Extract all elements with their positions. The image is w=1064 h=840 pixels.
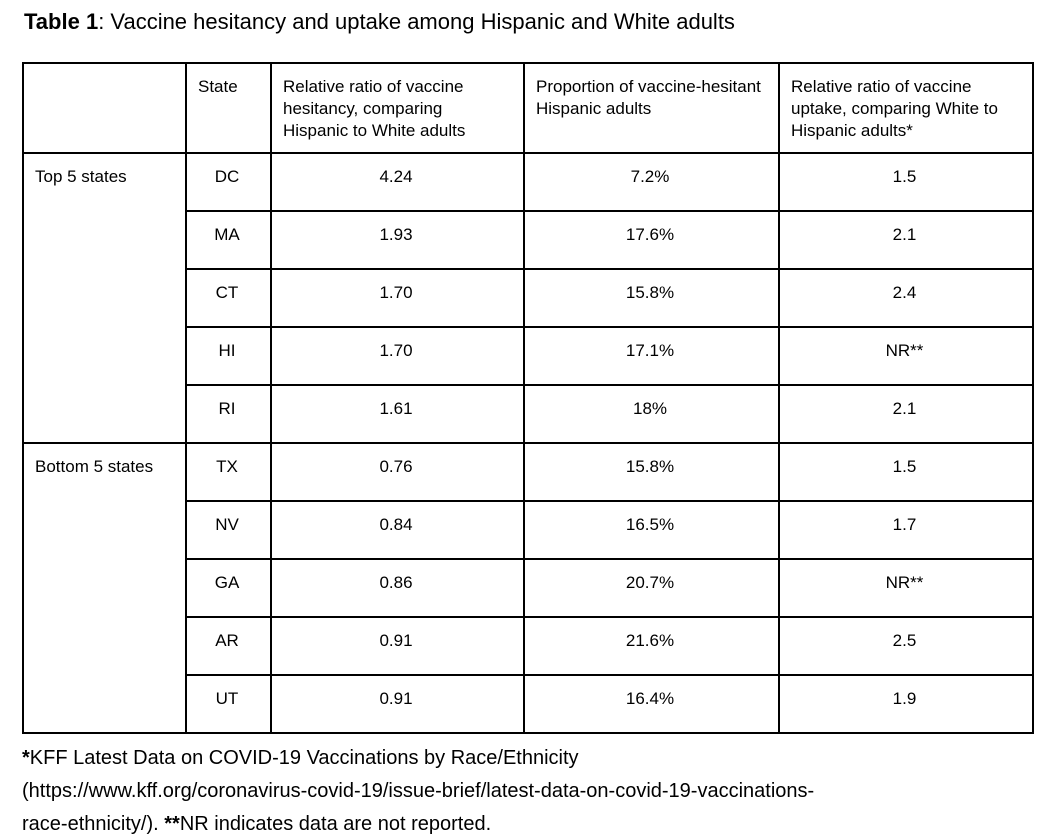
cell-state: AR: [185, 616, 272, 676]
cell-uptake-ratio: 2.1: [778, 210, 1034, 270]
cell-uptake-ratio: NR**: [778, 558, 1034, 618]
cell-uptake-ratio: 1.5: [778, 442, 1034, 502]
table-row: GA 0.86 20.7% NR**: [23, 558, 1034, 618]
table-row: AR 0.91 21.6% 2.5: [23, 616, 1034, 676]
cell-state: TX: [185, 442, 272, 502]
cell-hesitant-proportion: 21.6%: [523, 616, 780, 676]
footnote-nr-text: NR indicates data are not reported.: [179, 813, 492, 835]
table-body: Top 5 states DC 4.24 7.2% 1.5 MA 1.93 17…: [22, 152, 1034, 734]
group-label-top5: Top 5 states: [22, 152, 187, 444]
cell-hesitant-proportion: 18%: [523, 384, 780, 444]
group-label-bottom5: Bottom 5 states: [22, 442, 187, 734]
cell-hesitant-proportion: 16.5%: [523, 500, 780, 560]
table-row: NV 0.84 16.5% 1.7: [23, 500, 1034, 560]
footnote-url-tail-text: race-ethnicity/).: [22, 813, 165, 835]
cell-uptake-ratio: 2.4: [778, 268, 1034, 328]
cell-hesitant-proportion: 16.4%: [523, 674, 780, 734]
cell-hesitancy-ratio: 1.70: [270, 268, 525, 328]
cell-state: MA: [185, 210, 272, 270]
header-uptake-ratio: Relative ratio of vaccine uptake, compar…: [778, 62, 1034, 154]
table-title-label: Table 1: [24, 9, 99, 34]
table-row: RI 1.61 18% 2.1: [23, 384, 1034, 444]
cell-hesitancy-ratio: 0.84: [270, 500, 525, 560]
cell-hesitant-proportion: 15.8%: [523, 268, 780, 328]
cell-state: CT: [185, 268, 272, 328]
header-group: [22, 62, 187, 154]
cell-hesitancy-ratio: 1.61: [270, 384, 525, 444]
cell-state: RI: [185, 384, 272, 444]
cell-uptake-ratio: 2.1: [778, 384, 1034, 444]
footnote-marker-2: **: [164, 813, 180, 835]
table-row: Bottom 5 states TX 0.76 15.8% 1.5: [22, 442, 1034, 734]
cell-uptake-ratio: 1.7: [778, 500, 1034, 560]
table-row: CT 1.70 15.8% 2.4: [23, 268, 1034, 328]
cell-hesitancy-ratio: 1.93: [270, 210, 525, 270]
cell-state: UT: [185, 674, 272, 734]
header-row: State Relative ratio of vaccine hesitanc…: [22, 62, 1034, 154]
footnote-url-text: (https://www.kff.org/coronavirus-covid-1…: [22, 780, 815, 802]
header-hesitant-proportion: Proportion of vaccine-hesitant Hispanic …: [523, 62, 780, 154]
cell-hesitancy-ratio: 0.86: [270, 558, 525, 618]
header-state: State: [185, 62, 272, 154]
cell-state: HI: [185, 326, 272, 386]
cell-hesitancy-ratio: 1.70: [270, 326, 525, 386]
cell-uptake-ratio: 1.5: [778, 152, 1034, 212]
table-title: Table 1: Vaccine hesitancy and uptake am…: [24, 8, 1042, 36]
vaccine-table: State Relative ratio of vaccine hesitanc…: [22, 62, 1034, 734]
cell-hesitant-proportion: 17.1%: [523, 326, 780, 386]
cell-state: NV: [185, 500, 272, 560]
table-row: HI 1.70 17.1% NR**: [23, 326, 1034, 386]
cell-state: DC: [185, 152, 272, 212]
cell-hesitant-proportion: 7.2%: [523, 152, 780, 212]
cell-hesitant-proportion: 20.7%: [523, 558, 780, 618]
footnote: *KFF Latest Data on COVID-19 Vaccination…: [22, 742, 1036, 840]
table-header: State Relative ratio of vaccine hesitanc…: [22, 62, 1034, 154]
document-page: Table 1: Vaccine hesitancy and uptake am…: [22, 8, 1042, 840]
cell-hesitancy-ratio: 4.24: [270, 152, 525, 212]
footnote-source-text: KFF Latest Data on COVID-19 Vaccinations…: [29, 747, 579, 769]
footnote-marker-1: *: [22, 747, 30, 769]
cell-hesitancy-ratio: 0.91: [270, 674, 525, 734]
header-hesitancy-ratio: Relative ratio of vaccine hesitancy, com…: [270, 62, 525, 154]
cell-uptake-ratio: 2.5: [778, 616, 1034, 676]
cell-hesitant-proportion: 15.8%: [523, 442, 780, 502]
cell-hesitancy-ratio: 0.91: [270, 616, 525, 676]
cell-uptake-ratio: NR**: [778, 326, 1034, 386]
table-row: UT 0.91 16.4% 1.9: [23, 674, 1034, 734]
cell-state: GA: [185, 558, 272, 618]
cell-hesitancy-ratio: 0.76: [270, 442, 525, 502]
cell-hesitant-proportion: 17.6%: [523, 210, 780, 270]
table-row: Top 5 states DC 4.24 7.2% 1.5: [22, 152, 1034, 444]
cell-uptake-ratio: 1.9: [778, 674, 1034, 734]
table-title-text: : Vaccine hesitancy and uptake among His…: [98, 9, 735, 34]
table-row: MA 1.93 17.6% 2.1: [23, 210, 1034, 270]
